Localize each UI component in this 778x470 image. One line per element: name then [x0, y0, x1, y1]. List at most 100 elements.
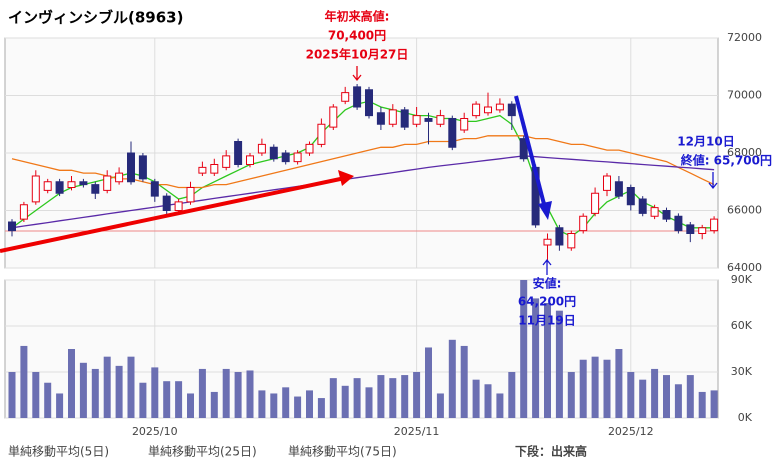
volume-bar [567, 372, 575, 418]
annotation-arrow [708, 172, 718, 190]
candle-body [543, 238, 552, 246]
volume-bar [484, 384, 492, 418]
candle-body [67, 181, 76, 188]
volume-bar [198, 368, 206, 418]
candle-body [8, 221, 16, 232]
annotation: 年初来高値: [325, 9, 390, 24]
y-tick-label: 72000 [727, 31, 762, 44]
candle-body [55, 181, 64, 194]
down-arrow-head [538, 201, 552, 220]
volume-bar [555, 310, 563, 418]
candle-body [305, 143, 314, 154]
volume-bar [401, 375, 409, 418]
volume-bar [68, 349, 75, 418]
volume-bar [508, 372, 516, 418]
annotation: 終値: 65,700円 [681, 153, 772, 168]
volume-bar [389, 378, 397, 418]
volume-bar [377, 375, 385, 418]
volume-bar [306, 390, 313, 418]
ma-line [11, 155, 715, 229]
candle-body [317, 123, 326, 145]
volume-bar [44, 382, 52, 418]
annotation: 11月19日 [518, 314, 575, 328]
legend: 単純移動平均(5日) 単純移動平均(25日) 単純移動平均(75日) [8, 445, 397, 459]
volume-panel [4, 279, 719, 419]
volume-bar [615, 349, 623, 418]
candle-body [19, 204, 28, 220]
volume-bar [365, 387, 373, 418]
volume-bar [329, 378, 337, 418]
candle-body [698, 227, 707, 234]
candle-body [650, 207, 659, 217]
volume-bar [686, 375, 694, 418]
candle-body [150, 181, 159, 197]
candle-body [567, 233, 576, 249]
volume-bar [579, 359, 587, 418]
candle-body [603, 175, 611, 191]
volume-bar [532, 298, 540, 418]
volume-bar [127, 356, 135, 418]
volume-bar [627, 372, 635, 418]
volume-bar [222, 368, 230, 418]
volume-bar [294, 396, 302, 418]
y2-tick-label: 30K [731, 365, 753, 378]
candle-body [674, 215, 683, 232]
volume-bar [91, 368, 99, 418]
candle-body [79, 181, 88, 186]
volume-bar [472, 379, 480, 418]
volume-bar [56, 393, 64, 418]
annotation: 安値: [533, 276, 562, 291]
down-arrow [514, 95, 547, 209]
candle-body [198, 166, 207, 174]
volume-bar [20, 345, 28, 418]
candle-body [341, 92, 350, 102]
candle-body [400, 109, 409, 128]
volume-bar [544, 303, 551, 418]
y2-tick-label: 60K [731, 319, 753, 332]
candle-body [472, 103, 481, 117]
y-tick-label: 68000 [727, 146, 762, 159]
candle-body [555, 227, 564, 246]
volume-bar [32, 372, 40, 418]
legend-entry: 単純移動平均(5日) [8, 445, 109, 459]
annotation-arrow [542, 258, 552, 275]
candle-body [293, 152, 302, 163]
candle-body [329, 106, 338, 128]
candle-body [519, 138, 528, 160]
trend-arrow [0, 176, 346, 253]
candle-body [507, 103, 516, 117]
annotation: 70,400円 [328, 29, 386, 43]
volume-bar [436, 393, 444, 418]
candle-body [495, 103, 504, 111]
x-tick-label: 2025/12 [608, 425, 654, 438]
x-tick-label: 2025/10 [132, 425, 178, 438]
candle-body [388, 109, 397, 125]
volume-bar [79, 362, 87, 418]
volume-bar [210, 391, 218, 418]
legend-entry: 単純移動平均(25日) [148, 445, 257, 459]
annotation: 2025年10月27日 [306, 47, 409, 62]
candle-body [257, 143, 266, 154]
candle-body [138, 155, 147, 180]
volume-bar [317, 398, 325, 418]
chart-title: インヴィンシブル(8963) [8, 9, 183, 27]
volume-bar [258, 390, 266, 418]
volume-bar [520, 280, 528, 418]
volume-bar [413, 372, 421, 418]
candle-body [103, 175, 112, 191]
candle-body [686, 224, 695, 234]
candle-body [412, 115, 421, 125]
y2-tick-label: 0K [738, 411, 753, 424]
candle-body [222, 155, 231, 168]
candle-body [31, 175, 40, 203]
volume-bar [496, 393, 504, 418]
volume-bar [151, 367, 159, 418]
annotation: 64,200円 [518, 295, 576, 309]
annotation: 12月10日 [677, 135, 734, 149]
volume-bar [663, 375, 670, 418]
candle-body [424, 118, 433, 122]
volume-bar [425, 347, 432, 418]
candle-body [269, 146, 278, 160]
candle-body [376, 112, 385, 125]
volume-bar [8, 372, 16, 418]
